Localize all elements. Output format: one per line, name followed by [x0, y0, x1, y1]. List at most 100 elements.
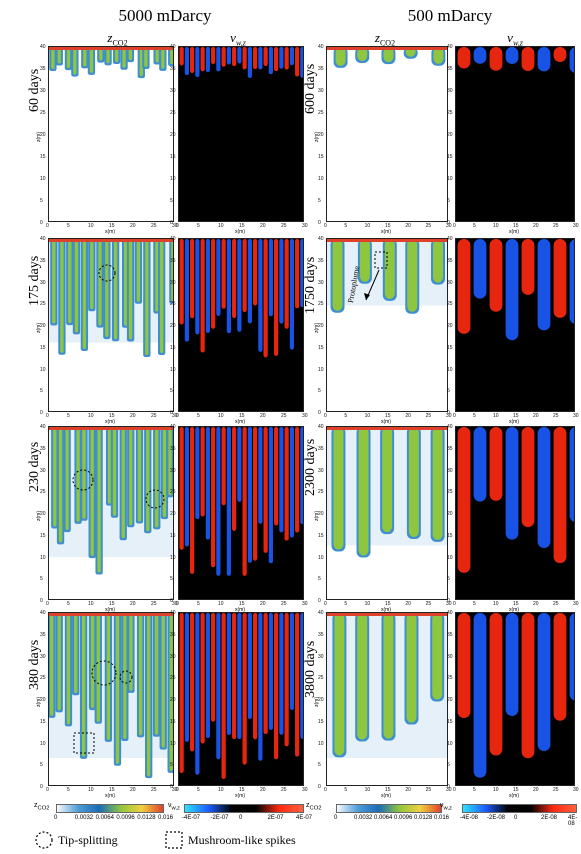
- z-tick: 15: [318, 154, 324, 160]
- z-tick: 25: [318, 301, 324, 308]
- z-tick: 20: [170, 132, 176, 138]
- z-tick: 15: [40, 154, 46, 160]
- x-tick: 10: [364, 223, 371, 229]
- left-z-header: zCO2: [107, 30, 128, 48]
- x-axis-label: x(m): [381, 793, 391, 799]
- x-tick: 15: [513, 223, 519, 229]
- z-tick: 40: [40, 610, 46, 616]
- left-z-colorbar-label: zCO2: [34, 802, 50, 812]
- z-tick: 5: [170, 198, 173, 204]
- z-tick: 25: [447, 675, 453, 682]
- z-tick: 0: [170, 784, 173, 790]
- colorbar-tick-label: 0.016: [434, 815, 450, 821]
- panel-nu-row2-col4: [455, 238, 575, 412]
- z-tick: 15: [40, 718, 46, 725]
- z-tick: 30: [318, 653, 324, 660]
- panel-nu-row3-col2: [178, 426, 304, 600]
- z-tick: 0: [170, 220, 173, 226]
- x-tick: 0: [176, 223, 179, 229]
- z-tick: 20: [447, 323, 453, 329]
- z-tick: 10: [40, 740, 46, 747]
- z-tick: 0: [318, 784, 321, 790]
- z-tick: 5: [318, 762, 321, 769]
- x-tick: 25: [425, 223, 432, 229]
- x-tick: 5: [197, 601, 200, 607]
- z-tick: 0: [40, 598, 43, 604]
- z-tick: 30: [170, 88, 176, 94]
- tip-splitting-legend-label: Tip-splitting: [58, 833, 118, 847]
- x-tick: 30: [172, 787, 178, 793]
- z-tick: 10: [170, 554, 176, 561]
- x-tick: 15: [513, 413, 519, 419]
- z-tick: 0: [40, 220, 43, 226]
- z-tick: 0: [40, 410, 43, 416]
- left-z-colorbar: zCO2: [34, 802, 166, 824]
- z-tick: 40: [170, 610, 176, 616]
- x-tick: 30: [573, 601, 579, 607]
- z-tick: 25: [40, 301, 46, 308]
- x-tick: 15: [109, 413, 115, 419]
- x-tick: 0: [176, 601, 179, 607]
- z-tick: 0: [40, 784, 43, 790]
- z-tick: 20: [170, 323, 176, 329]
- z-tick: 10: [40, 176, 46, 182]
- left-nu-colorbar: νw,z: [168, 802, 308, 824]
- x-tick: 20: [533, 223, 539, 229]
- z-tick: 40: [447, 236, 453, 242]
- x-tick: 5: [67, 787, 70, 793]
- protoplume-arrow: [364, 251, 388, 301]
- x-tick: 30: [302, 223, 308, 229]
- z-tick: 0: [170, 410, 173, 416]
- x-tick: 25: [553, 787, 559, 793]
- x-tick: 20: [260, 787, 266, 793]
- z-tick: 40: [318, 236, 324, 242]
- z-tick: 5: [170, 576, 173, 583]
- x-tick: 30: [446, 223, 452, 229]
- z-tick: 25: [40, 675, 46, 682]
- tip-splitting-legend-icon: [35, 831, 53, 849]
- z-tick: 35: [318, 631, 324, 638]
- z-tick: 25: [447, 301, 453, 308]
- right-z-header: zCO2: [374, 30, 396, 48]
- x-tick: 15: [239, 601, 245, 607]
- x-tick: 25: [553, 413, 559, 419]
- x-tick: 15: [109, 601, 115, 607]
- x-tick: 0: [176, 787, 179, 793]
- x-tick: 10: [218, 601, 224, 607]
- panel-plumes: [49, 427, 173, 575]
- z-tick: 10: [318, 554, 324, 561]
- z-tick: 5: [170, 388, 173, 395]
- x-tick: 0: [46, 223, 49, 229]
- x-tick: 5: [67, 413, 70, 419]
- z-tick: 30: [318, 88, 324, 94]
- z-tick: 25: [318, 110, 324, 116]
- panel-nu-row4-col4: [455, 612, 575, 786]
- z-tick: 15: [318, 344, 324, 351]
- z-tick: 40: [40, 236, 46, 242]
- panel-nu-row1-col4: [455, 46, 575, 222]
- panel-plumes: [49, 613, 173, 779]
- x-tick: 10: [218, 413, 224, 419]
- x-tick: 10: [88, 413, 94, 419]
- z-tick: 40: [447, 424, 453, 430]
- x-tick: 25: [281, 787, 287, 793]
- colorbar-tick-label: 0.016: [158, 815, 174, 821]
- z-tick: 5: [318, 388, 321, 395]
- x-axis-label: x(m): [235, 793, 245, 799]
- x-tick: 0: [46, 413, 49, 419]
- x-tick: 10: [218, 787, 224, 793]
- x-tick: 30: [446, 413, 452, 419]
- left-column-title: 5000 mDarcy: [118, 6, 212, 25]
- x-tick: 5: [344, 223, 348, 229]
- z-tick: 15: [170, 532, 176, 539]
- x-tick: 0: [46, 787, 49, 793]
- x-axis-label: x(m): [381, 229, 391, 235]
- z-tick: 5: [40, 576, 43, 583]
- z-tick: 15: [170, 344, 176, 351]
- x-tick: 15: [385, 223, 391, 229]
- panel-z-row3-col3: [326, 426, 448, 600]
- z-tick: 10: [40, 554, 46, 561]
- z-tick: 15: [447, 718, 453, 725]
- panel-plumes: [49, 239, 173, 358]
- z-tick: 15: [447, 344, 453, 351]
